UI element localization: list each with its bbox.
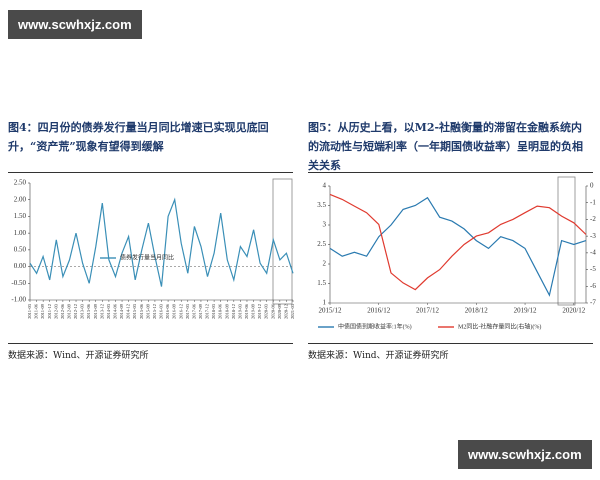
x-tick-label: 2019/12	[514, 307, 537, 315]
rule	[8, 343, 293, 344]
y-tick-label: 2.00	[14, 195, 27, 203]
y-tick-label: 1.00	[14, 229, 27, 237]
x-tick-label: 2017-09	[198, 303, 203, 319]
x-tick-label: 2011-03	[27, 303, 32, 319]
x-tick-label: 2017-06	[191, 303, 196, 319]
y-tick-label: 3.5	[317, 201, 326, 209]
figure-title: 图4：四月份的债券发行量当月同比增速已实现见底回升，“资产荒”现象有望得到缓解	[8, 121, 269, 153]
series-line	[29, 197, 294, 287]
legend-label: 中债国债到期收益率:1年(%)	[338, 322, 412, 330]
rule	[308, 343, 593, 344]
y-tick-label: 3	[323, 221, 327, 229]
series-line	[329, 193, 587, 291]
x-tick-label: 2014-12	[126, 304, 131, 319]
x-tick-label: 2013-12	[99, 304, 104, 319]
x-tick-label: 2012-09	[66, 303, 71, 319]
x-tick-label: 2016/12	[367, 307, 390, 315]
y-tick-label: 4	[323, 182, 327, 190]
y-tick-label: 2	[323, 260, 327, 268]
y-tick-label: 0.00	[14, 262, 27, 270]
x-tick-label: 2013-06	[86, 303, 91, 319]
y-tick-label: 1.5	[317, 279, 326, 287]
y2-tick-label: -1	[590, 198, 596, 206]
y-tick-label: 0.50	[14, 245, 27, 253]
legend-label: M2同比-社融存量同比(右轴)(%)	[458, 322, 541, 330]
y-tick-label: -1.00	[11, 296, 26, 304]
x-tick-label: 2019-06	[244, 303, 249, 319]
x-tick-label: 2020-09	[277, 303, 282, 319]
series-line	[329, 196, 587, 297]
x-tick-label: 2019-12	[257, 304, 262, 319]
y-tick-label: 2.5	[317, 240, 326, 248]
x-tick-label: 2015-09	[145, 303, 150, 319]
x-tick-label: 2011-06	[34, 303, 39, 319]
x-tick-label: 2013-09	[93, 303, 98, 319]
rule	[308, 172, 593, 173]
x-tick-label: 2021-03	[290, 303, 295, 319]
x-tick-label: 2016-09	[172, 303, 177, 319]
watermark: www.scwhxjz.com	[458, 440, 592, 469]
y-tick-label: 2.50	[14, 179, 27, 187]
x-tick-label: 2018-09	[224, 303, 229, 319]
x-tick-label: 2017-03	[185, 303, 190, 319]
legend-label: 债券发行量当月同比	[120, 253, 174, 261]
y2-tick-label: -3	[590, 232, 596, 240]
x-tick-label: 2018-03	[211, 303, 216, 319]
x-tick-label: 2015-12	[152, 304, 157, 319]
x-tick-label: 2011-09	[40, 303, 45, 319]
watermark: www.scwhxjz.com	[8, 10, 142, 39]
x-tick-label: 2015/12	[319, 307, 342, 315]
x-tick-label: 2013-03	[80, 303, 85, 319]
source: 数据来源：Wind、开源证券研究所	[308, 351, 449, 361]
x-tick-label: 2019-09	[251, 303, 256, 319]
x-tick-label: 2015-03	[132, 303, 137, 319]
x-tick-label: 2019-03	[237, 303, 242, 319]
y2-tick-label: -7	[590, 299, 596, 307]
x-tick-label: 2017/12	[416, 307, 439, 315]
y-tick-label: 1.50	[14, 212, 27, 220]
x-tick-label: 2020/12	[562, 307, 585, 315]
y2-tick-label: -5	[590, 265, 596, 273]
x-tick-label: 2012-06	[60, 303, 65, 319]
y-tick-label: 1	[323, 299, 327, 307]
x-tick-label: 2016-03	[159, 303, 164, 319]
source: 数据来源：Wind、开源证券研究所	[8, 351, 149, 361]
x-tick-label: 2015-06	[139, 303, 144, 319]
x-tick-label: 2017-12	[205, 304, 210, 319]
x-tick-label: 2018/12	[465, 307, 488, 315]
x-tick-label: 2020-06	[270, 303, 275, 319]
figure-title: 图5：从历史上看，以M2-社融衡量的滞留在金融系统内的流动性与短端利率（一年期国…	[308, 121, 583, 172]
x-tick-label: 2020-03	[264, 303, 269, 319]
y2-tick-label: 0	[590, 182, 594, 190]
x-tick-label: 2012-03	[53, 303, 58, 319]
x-tick-label: 2014-09	[119, 303, 124, 319]
x-tick-label: 2014-03	[106, 303, 111, 319]
x-tick-label: 2012-12	[73, 304, 78, 319]
y2-tick-label: -2	[590, 215, 596, 223]
y2-tick-label: -4	[590, 248, 596, 256]
x-tick-label: 2018-12	[231, 304, 236, 319]
x-tick-label: 2018-06	[218, 303, 223, 319]
highlight-box	[557, 176, 576, 306]
x-tick-label: 2016-06	[165, 303, 170, 319]
x-tick-label: 2011-12	[47, 304, 52, 319]
x-tick-label: 2020-12	[283, 304, 288, 319]
highlight-box	[272, 178, 293, 305]
rule	[8, 172, 293, 173]
x-tick-label: 2016-12	[178, 304, 183, 319]
x-tick-label: 2014-06	[113, 303, 118, 319]
y-tick-label: -0.50	[11, 279, 26, 287]
y2-tick-label: -6	[590, 282, 596, 290]
